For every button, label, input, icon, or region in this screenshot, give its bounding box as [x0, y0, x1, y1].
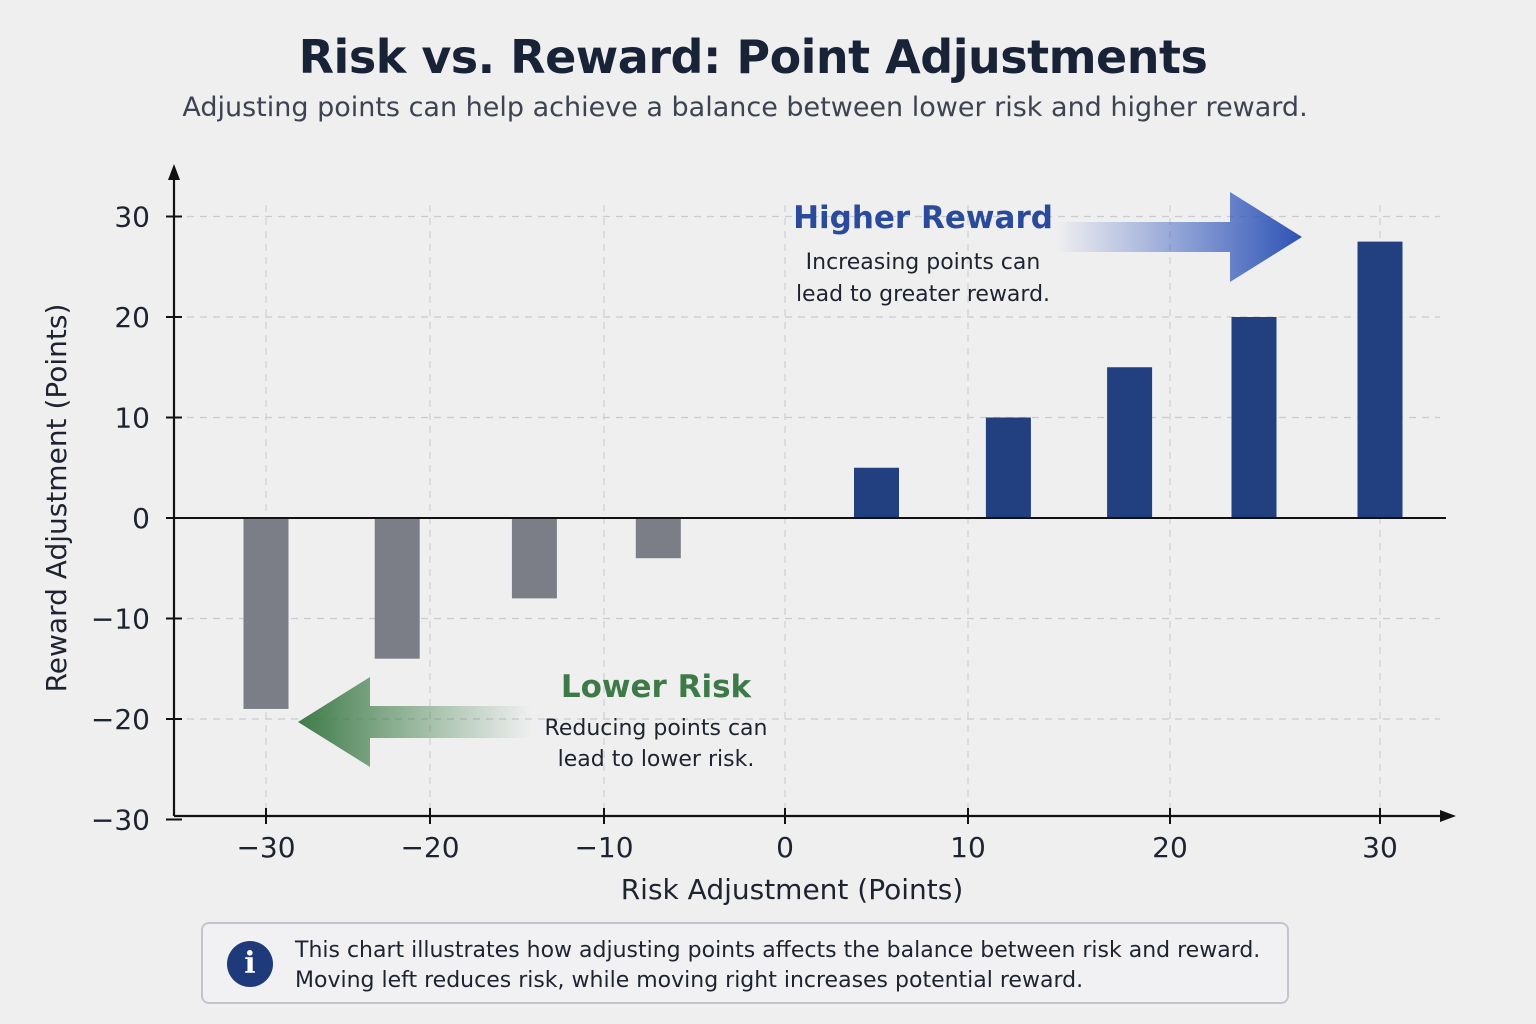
bar-negative — [374, 518, 420, 659]
chart-svg: 30 20 10 0 −10 −20 −30 −30 −20 −10 0 10 20 30 Risk Ad… — [40, 164, 1456, 906]
x-tick-label: 20 — [1152, 831, 1188, 864]
higher-reward-text-line1: Increasing points can — [806, 250, 1041, 275]
left-arrow-icon — [298, 677, 532, 767]
info-text: This chart illustrates how adjusting poi… — [295, 936, 1260, 996]
chart-title: Risk vs. Reward: Point Adjustments — [298, 30, 1208, 84]
bar-positive — [1107, 367, 1153, 518]
x-axis-label: Risk Adjustment (Points) — [621, 873, 964, 906]
y-tick-label: 0 — [132, 502, 150, 535]
right-arrow-icon — [1056, 192, 1302, 282]
lower-risk-annotation: Lower Risk Reducing points can lead to l… — [298, 669, 767, 772]
y-tick-label: 30 — [114, 201, 150, 234]
higher-reward-title: Higher Reward — [793, 200, 1053, 236]
tick-labels: 30 20 10 0 −10 −20 −30 −30 −20 −10 0 10 20 30 — [91, 201, 1398, 865]
x-tick-label: −30 — [236, 831, 295, 864]
x-tick-label: −20 — [400, 831, 459, 864]
info-icon: i — [227, 941, 273, 987]
lower-risk-text-line2: lead to lower risk. — [558, 747, 755, 772]
y-axis-arrow-icon — [168, 164, 180, 180]
y-axis-label: Reward Adjustment (Points) — [40, 304, 73, 693]
higher-reward-text-line2: lead to greater reward. — [796, 282, 1050, 307]
x-tick-label: 30 — [1362, 831, 1398, 864]
info-box: i This chart illustrates how adjusting p… — [201, 922, 1289, 1004]
bars — [243, 241, 1403, 709]
bar-positive — [1231, 317, 1277, 518]
x-axis-arrow-icon — [1440, 810, 1456, 822]
y-tick-label: −30 — [91, 804, 150, 837]
higher-reward-annotation: Higher Reward Increasing points can lead… — [793, 192, 1302, 307]
y-tick-label: 10 — [114, 402, 150, 435]
info-text-line1: This chart illustrates how adjusting poi… — [295, 938, 1261, 963]
lower-risk-title: Lower Risk — [561, 669, 753, 705]
bar-positive — [854, 467, 899, 518]
chart-subtitle: Adjusting points can help achieve a bala… — [182, 92, 1308, 123]
y-tick-label: −10 — [91, 603, 150, 636]
x-tick-label: 10 — [950, 831, 986, 864]
y-tick-label: 20 — [114, 301, 150, 334]
bar-negative — [511, 518, 557, 599]
x-tick-label: 0 — [776, 831, 794, 864]
bar-positive — [985, 417, 1031, 518]
axes — [168, 164, 1456, 822]
info-text-line2: Moving left reduces risk, while moving r… — [295, 968, 1084, 993]
x-tick-label: −10 — [574, 831, 633, 864]
bar-negative — [635, 518, 681, 559]
y-tick-label: −20 — [91, 703, 150, 736]
lower-risk-text-line1: Reducing points can — [545, 716, 768, 741]
bar-negative — [243, 518, 289, 709]
bar-positive — [1357, 241, 1403, 518]
